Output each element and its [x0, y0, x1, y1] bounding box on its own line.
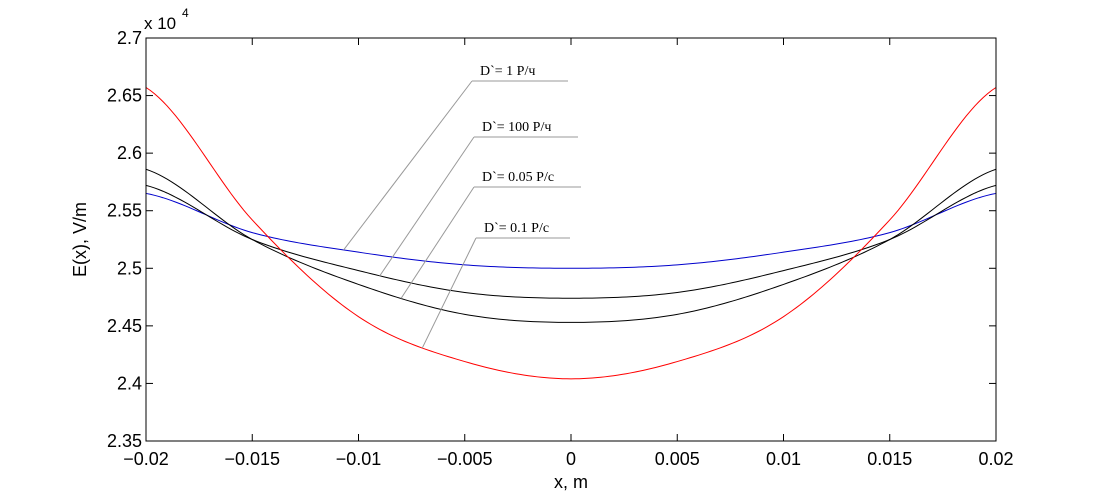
x-tick-label: −0.005 — [437, 449, 493, 469]
y-tick-label: 2.7 — [117, 28, 142, 48]
y-tick-label: 2.5 — [117, 258, 142, 278]
annotation-layer: D`= 1 Р/ч D`= 100 Р/ч D`= 0.05 Р/с D`= 0.1 … — [343, 64, 581, 349]
x-tick-label: −0.015 — [224, 449, 280, 469]
x-tick-label: 0.005 — [655, 449, 700, 469]
y-tick-label: 2.4 — [117, 373, 142, 393]
plot-area — [146, 38, 996, 441]
annotation-label-2: D`= 100 Р/ч — [482, 120, 551, 135]
annotation-leader-4 — [421, 237, 477, 349]
x-tick-label: −0.01 — [336, 449, 382, 469]
plot-background — [146, 38, 996, 441]
annotation-label-4: D`= 0.1 Р/с — [484, 221, 549, 236]
series-line-2 — [145, 184, 997, 299]
y-axis-multiplier: x 10 — [144, 14, 176, 33]
x-tick-label: 0.015 — [867, 449, 912, 469]
y-tick-label: 2.45 — [107, 316, 142, 336]
series-line-4 — [145, 87, 997, 380]
x-tick-label: 0.01 — [766, 449, 801, 469]
y-tick-label: 2.6 — [117, 143, 142, 163]
y-tick-label: 2.65 — [107, 86, 142, 106]
annotation-leader-2 — [379, 136, 475, 277]
x-tick-label: 0 — [566, 449, 576, 469]
axes-layer: −0.02 −0.015 −0.01 −0.005 0 0.005 0.01 0.015 0.0… — [107, 28, 1014, 469]
x-tick-label: 0.02 — [978, 449, 1013, 469]
x-tick-label: −0.02 — [123, 449, 169, 469]
y-axis-label: E(x), V/m — [70, 202, 90, 277]
series-line-1 — [145, 192, 997, 269]
annotation-label-3: D`= 0.05 Р/с — [482, 170, 554, 185]
annotation-leader-1 — [343, 80, 473, 251]
y-axis-exponent: 4 — [182, 6, 189, 20]
series-layer — [145, 87, 997, 380]
annotation-leader-3 — [400, 186, 475, 299]
x-axis-label: x, m — [554, 472, 588, 492]
y-tick-label: 2.55 — [107, 201, 142, 221]
annotation-label-1: D`= 1 Р/ч — [480, 64, 535, 79]
y-tick-label: 2.35 — [107, 431, 142, 451]
